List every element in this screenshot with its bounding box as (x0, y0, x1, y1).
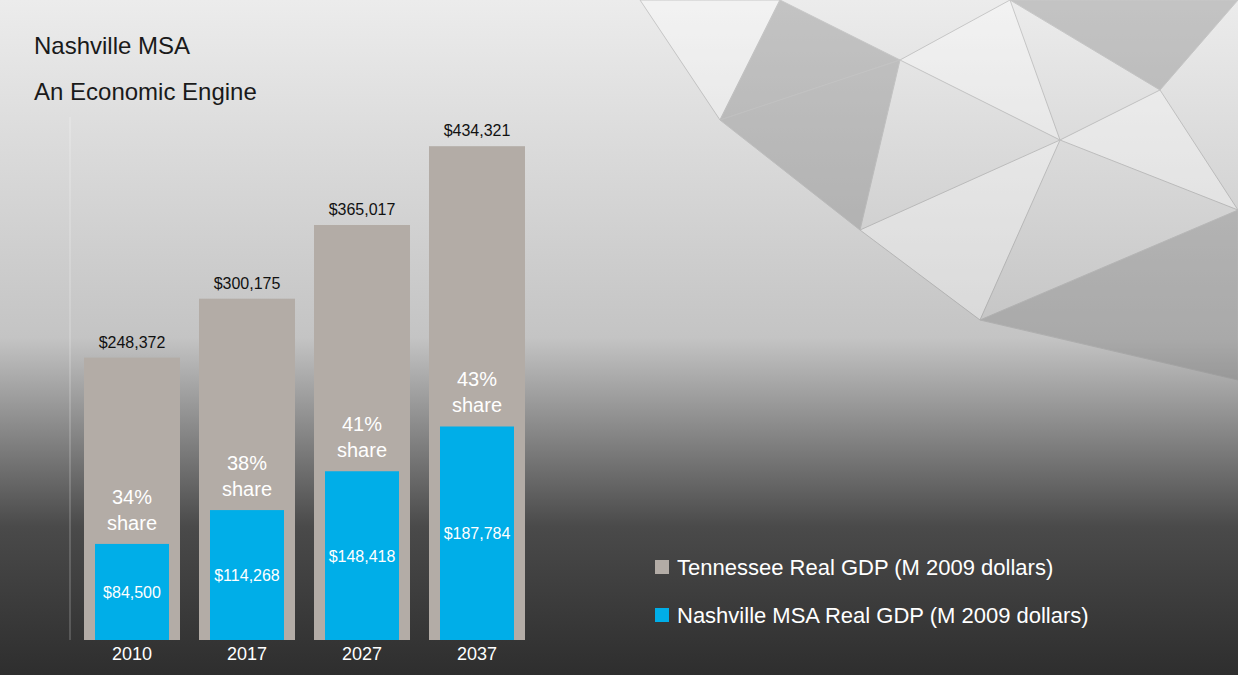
decoration (640, 0, 1238, 380)
bar (429, 146, 525, 640)
chart: Nashville MSAAn Economic Engine$248,372$… (0, 0, 1238, 675)
data-label: $114,268 (214, 567, 280, 584)
share-value: 34% (112, 486, 152, 508)
legend: Tennessee Real GDP (M 2009 dollars) Nashv… (655, 555, 1089, 628)
canopy-facet (1060, 90, 1238, 210)
canopy-facet (900, 0, 1060, 140)
x-tick-label: 2037 (457, 644, 497, 664)
data-label: $187,784 (444, 525, 511, 542)
x-tick-label: 2027 (342, 644, 382, 664)
share-word: share (107, 512, 157, 534)
title: Nashville MSA (34, 32, 190, 59)
data-label: $365,017 (329, 201, 396, 218)
data-label: $148,418 (329, 548, 396, 565)
data-label: $248,372 (99, 334, 166, 351)
share-word: share (337, 439, 387, 461)
x-tick-label: 2010 (112, 644, 152, 664)
share-value: 41% (342, 413, 382, 435)
bar (199, 299, 295, 640)
legend-label: Nashville MSA Real GDP (M 2009 dollars) (677, 603, 1089, 628)
canopy-facet (860, 140, 1060, 320)
bar (325, 471, 399, 640)
share-word: share (452, 394, 502, 416)
data-label: $84,500 (103, 584, 161, 601)
x-tick-label: 2017 (227, 644, 267, 664)
bar (84, 358, 180, 640)
y-axis-line (70, 117, 71, 640)
labels: $248,372 $300,175 $365,017 $434,321 $84,500 $… (99, 122, 511, 664)
bar (440, 426, 514, 640)
bar (95, 544, 169, 640)
legend-label: Tennessee Real GDP (M 2009 dollars) (677, 555, 1053, 580)
data-label: $434,321 (444, 122, 511, 139)
share-word: share (222, 478, 272, 500)
legend-swatch (655, 560, 669, 574)
bar (314, 225, 410, 640)
canopy-facet (980, 210, 1238, 380)
canopy-facet (720, 60, 900, 230)
data-label: $300,175 (214, 275, 281, 292)
subtitle: An Economic Engine (34, 78, 257, 105)
canopy-facet (1010, 0, 1238, 90)
background (0, 0, 1238, 675)
bar (210, 510, 284, 640)
bars (84, 146, 525, 640)
share-value: 43% (457, 368, 497, 390)
share-value: 38% (227, 452, 267, 474)
legend-swatch (655, 608, 669, 622)
